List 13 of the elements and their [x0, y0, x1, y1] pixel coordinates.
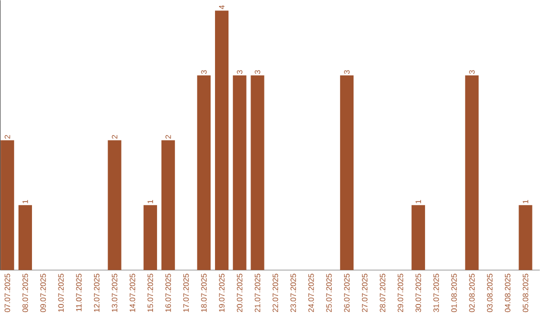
bar [144, 204, 158, 270]
bar [197, 75, 211, 270]
bar [108, 140, 122, 270]
bar [18, 204, 32, 270]
bar [232, 75, 246, 270]
bar [340, 75, 354, 270]
bar [412, 204, 426, 270]
bar [0, 140, 14, 270]
bar [215, 10, 229, 270]
bar [250, 75, 264, 270]
bar [161, 140, 175, 270]
bar [518, 204, 532, 270]
bar [465, 75, 479, 270]
